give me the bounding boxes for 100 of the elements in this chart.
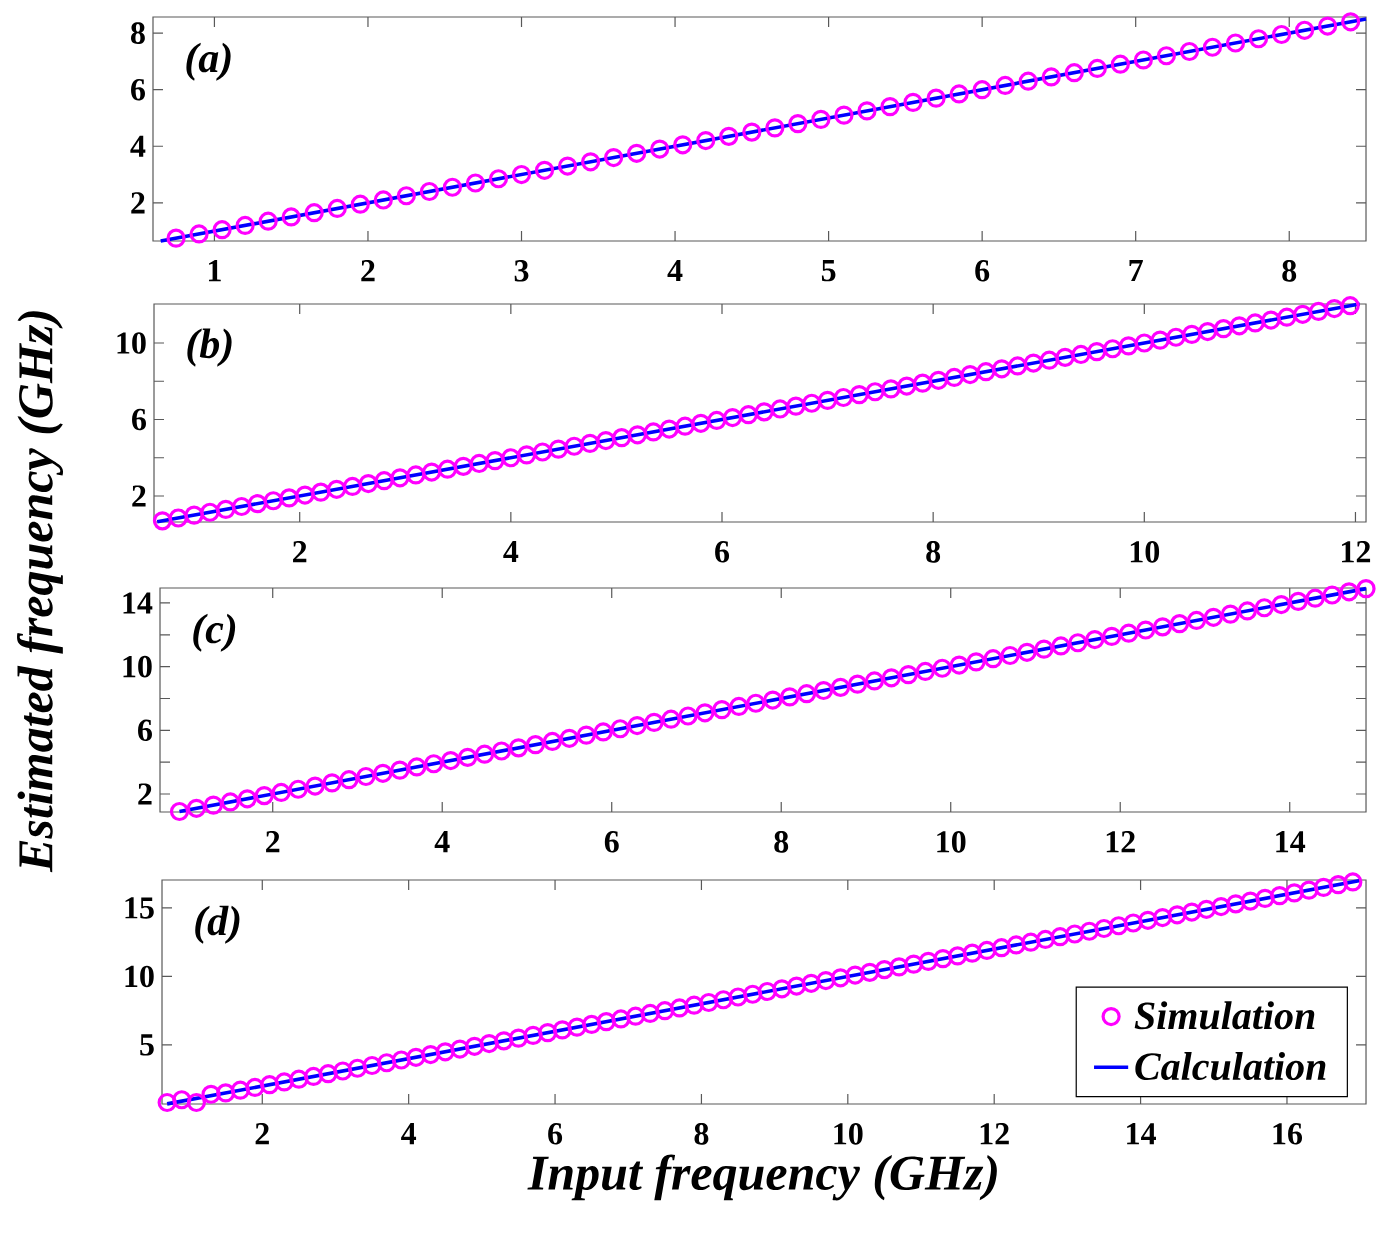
point: [281, 207, 301, 227]
x-tick-label: 8: [1282, 260, 1297, 282]
point: [788, 114, 808, 134]
point: [1041, 67, 1061, 87]
point: [465, 173, 486, 193]
x-tick-label: 6: [975, 260, 990, 282]
x-tick-label: 8: [926, 541, 941, 563]
point: [765, 118, 785, 138]
point: [581, 152, 601, 172]
point: [373, 190, 393, 210]
point: [1294, 20, 1315, 40]
x-tick-label: 5: [821, 260, 836, 282]
point: [166, 228, 186, 248]
point: [880, 97, 900, 117]
point: [1248, 29, 1269, 49]
x-tick-label: 8: [774, 831, 789, 853]
x-tick-label: 10: [834, 1123, 863, 1145]
point: [1341, 12, 1361, 32]
point: [304, 203, 324, 223]
point: [995, 75, 1015, 96]
x-tick-label: 2: [293, 541, 307, 563]
point: [534, 160, 555, 180]
point: [350, 194, 370, 214]
point: [1225, 33, 1246, 53]
annotation: (a): [186, 42, 231, 81]
point: [857, 101, 877, 121]
y-tick-label: 8: [131, 22, 145, 44]
x-tick-label: 4: [434, 831, 450, 853]
annotation: (b): [187, 328, 232, 367]
x-tick-label: 4: [667, 260, 683, 282]
x-tick-label: 14: [1276, 831, 1306, 853]
y-axis-title: Estimated frequency (GHz): [17, 311, 63, 873]
point: [834, 105, 854, 125]
point: [1179, 41, 1200, 62]
y-tick-label: 15: [125, 897, 154, 919]
point: [696, 130, 716, 151]
x-tick-label: 2: [361, 260, 375, 282]
point: [1318, 16, 1338, 36]
annotation: (d): [195, 905, 240, 944]
x-axis-title: Input frequency (GHz): [527, 1154, 997, 1201]
point: [511, 164, 532, 185]
y-tick-label: 2: [131, 192, 145, 214]
y-tick-label: 4: [130, 135, 146, 157]
point: [1018, 71, 1038, 91]
point: [488, 169, 509, 189]
annotation: (c): [193, 613, 236, 652]
x-tick-label: 6: [604, 831, 619, 853]
point: [604, 147, 624, 168]
x-tick-label: 4: [503, 541, 519, 563]
y-tick-label: 6: [131, 78, 145, 101]
point: [1271, 24, 1292, 45]
point: [926, 88, 946, 108]
point: [396, 186, 416, 206]
y-tick-label: 10: [125, 965, 154, 988]
point: [903, 92, 923, 112]
point: [1202, 37, 1223, 57]
x-tick-label: 4: [401, 1123, 417, 1145]
point: [949, 84, 969, 104]
x-tick-label: 2: [266, 831, 280, 853]
y-tick-label: 10: [117, 332, 146, 354]
point: [673, 135, 693, 155]
point: [719, 126, 739, 146]
x-tick-label: 2: [255, 1123, 269, 1145]
legend-label: Calculation: [1135, 1051, 1326, 1081]
point: [811, 109, 831, 129]
y-tick-label: 2: [132, 485, 146, 507]
x-tick-label: 6: [715, 541, 730, 563]
point: [742, 122, 762, 142]
point: [627, 143, 647, 163]
point: [419, 181, 439, 202]
point: [1133, 50, 1153, 70]
x-tick-label: 14: [1127, 1123, 1156, 1145]
y-tick-label: 6: [132, 408, 146, 431]
y-tick-label: 5: [140, 1034, 154, 1056]
point: [1156, 46, 1176, 66]
x-tick-label: 12: [980, 1123, 1009, 1145]
point: [650, 139, 670, 159]
point: [258, 211, 278, 231]
legend-label: Simulation: [1134, 1001, 1315, 1030]
point: [442, 177, 463, 197]
x-tick-label: 16: [1273, 1123, 1303, 1145]
x-tick-label: 6: [548, 1123, 563, 1145]
y-tick-label: 10: [123, 655, 152, 678]
point: [327, 198, 347, 219]
point: [1064, 63, 1084, 83]
point: [1110, 54, 1130, 74]
point: [972, 80, 992, 100]
x-tick-label: 8: [694, 1123, 709, 1145]
y-tick-label: 2: [138, 783, 152, 805]
x-tick-label: 12: [1342, 541, 1371, 563]
y-tick-label: 14: [123, 592, 153, 614]
point: [189, 224, 209, 244]
point: [1087, 58, 1107, 79]
point: [235, 215, 255, 236]
point: [212, 220, 232, 240]
y-tick-label: 6: [138, 719, 152, 742]
x-tick-label: 12: [1106, 831, 1135, 853]
x-tick-label: 7: [1129, 260, 1143, 282]
x-tick-label: 10: [1130, 541, 1160, 563]
x-tick-label: 3: [514, 260, 529, 282]
